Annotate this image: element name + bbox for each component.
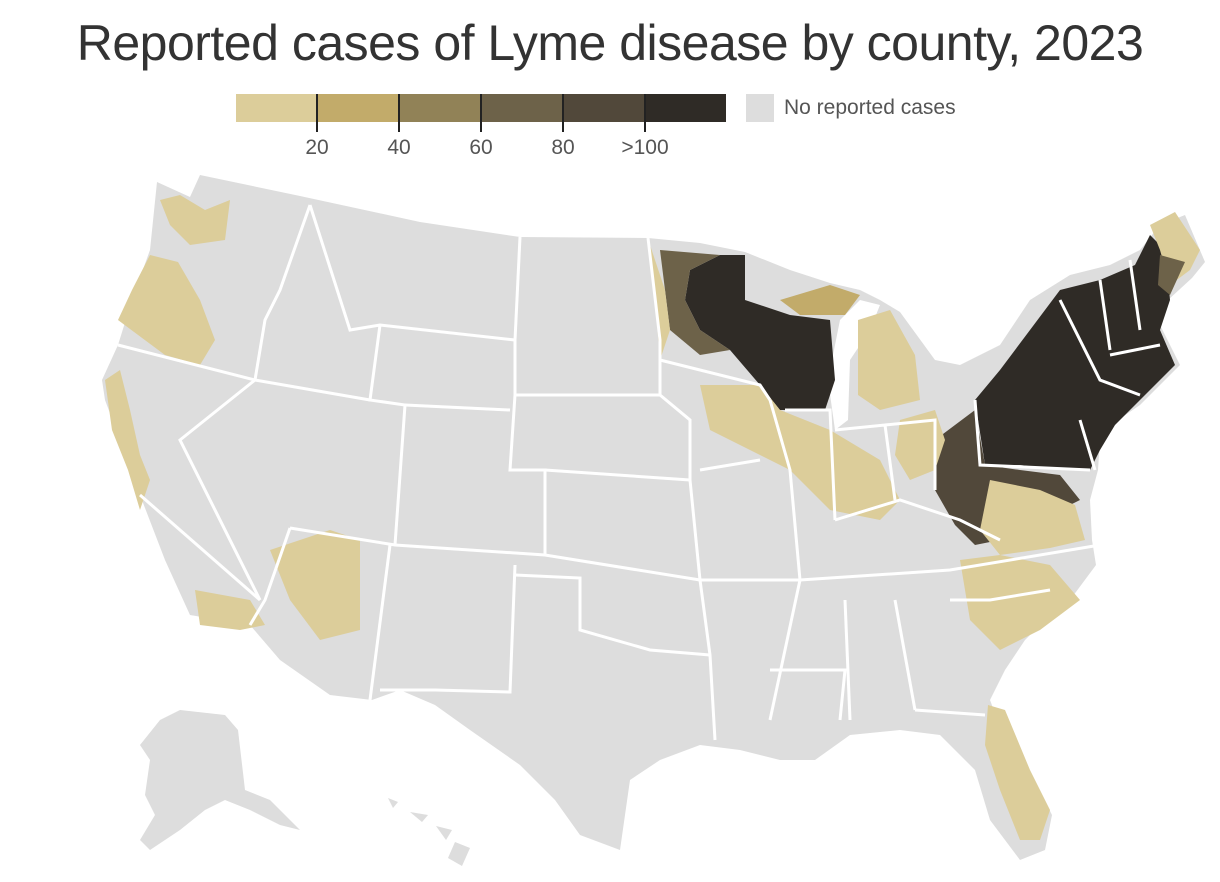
region-washington [160,195,230,245]
region-southeast-scatter [960,555,1080,650]
legend: 20 40 60 80 >100 No reported cases [0,0,1220,170]
region-midwest-scatter [700,385,900,520]
legend-tick-20: 20 [305,136,329,159]
legend-divider [316,94,318,132]
legend-divider [398,94,400,132]
legend-divider [644,94,646,132]
no-cases-swatch [746,94,774,122]
region-northeast [975,235,1175,470]
legend-bin-1 [236,94,318,122]
region-florida [985,705,1050,840]
region-pacific-northwest [118,255,215,365]
no-cases-label: No reported cases [784,96,956,119]
legend-bin-4 [482,94,564,122]
legend-tick-80: 80 [551,136,575,159]
legend-tick-60: 60 [469,136,493,159]
region-california-coast [105,370,150,510]
region-maine-mid [1158,255,1185,295]
region-arizona [270,530,360,640]
legend-tick-40: 40 [387,136,411,159]
region-minnesota-light [650,245,670,360]
legend-divider [480,94,482,132]
hawaii-land [388,798,470,866]
page-title: Reported cases of Lyme disease by county… [76,15,1144,71]
legend-bin-3 [400,94,482,122]
region-michigan-lp [858,310,920,410]
state-borders [117,204,1161,741]
legend-divider [562,94,564,132]
region-michigan-up [780,285,860,315]
legend-tick-over-100: >100 [621,136,669,159]
region-ohio-light [895,410,945,480]
region-upper-midwest [685,255,835,410]
legend-bin-6 [646,94,726,122]
region-upper-midwest-fringe [660,250,730,355]
legend-bin-5 [564,94,646,122]
region-virginia-light [980,480,1085,555]
region-mid-atlantic [935,410,1080,545]
legend-bin-2 [318,94,400,122]
region-maine-fringe [1150,212,1200,285]
alaska-land [140,710,300,850]
region-california-south [195,590,265,630]
